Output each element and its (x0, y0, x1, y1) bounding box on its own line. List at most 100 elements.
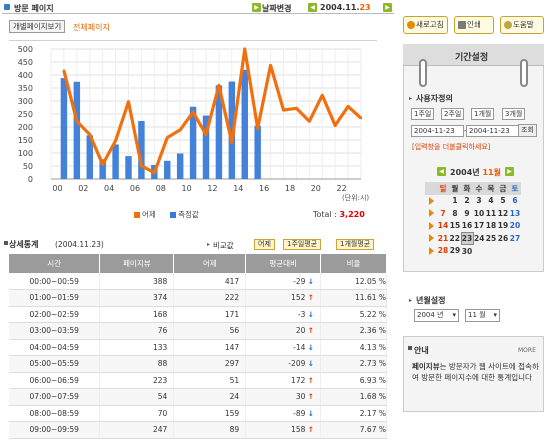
refresh-icon (407, 21, 415, 29)
calendar-day[interactable]: 15 (449, 221, 461, 231)
calendar-day[interactable]: 28 (437, 246, 449, 256)
calendar-day[interactable]: 2 (464, 196, 470, 206)
calendar-day[interactable]: 24 (474, 233, 485, 243)
next-month-button[interactable]: ▶ (505, 167, 514, 176)
range-2week-button[interactable]: 2주일 (441, 108, 465, 120)
range-1week-button[interactable]: 1주일 (411, 108, 435, 120)
arrow-down-icon: ↓ (307, 408, 315, 418)
chart-bar (138, 121, 145, 179)
chart-bar (60, 78, 68, 179)
week-select-icon[interactable] (428, 246, 434, 255)
calendar-day[interactable]: 17 (473, 221, 485, 231)
range-1month-button[interactable]: 1개월 (471, 108, 495, 120)
calendar-day[interactable]: 4 (488, 196, 494, 206)
chart-point (256, 127, 259, 130)
cell-ratio: 12.05 % (320, 273, 387, 290)
calendar-day[interactable]: 11 (485, 208, 497, 218)
range-3month-button[interactable]: 3개월 (502, 108, 526, 120)
calendar-day[interactable]: 26 (497, 233, 509, 243)
calendar-day[interactable]: 21 (437, 233, 449, 243)
calendar-day[interactable]: 1 (452, 196, 458, 206)
next-date-button[interactable]: ▶ (383, 3, 392, 12)
cell-yesterday: 222 (173, 289, 247, 307)
chart-bar (241, 69, 248, 179)
cell-yesterday: 147 (173, 339, 247, 356)
calendar-day[interactable]: 10 (473, 208, 485, 218)
chart-point (243, 47, 246, 51)
date-to-field[interactable]: 2004-11-23 (466, 125, 519, 137)
week-select-icon[interactable] (428, 196, 434, 205)
year-select[interactable]: 2004 년 ▾ (414, 309, 459, 322)
per-page-view-button[interactable]: 개별페이지보기 (9, 20, 66, 33)
col-ratio: 비율 (320, 254, 387, 273)
calendar-title: 2004년 11월 (450, 168, 501, 177)
guide-more-link[interactable]: MORE (518, 347, 536, 354)
calendar-day[interactable]: 23 (460, 231, 474, 245)
help-button[interactable]: 도움말 (500, 16, 544, 34)
calendar-day[interactable]: 25 (485, 233, 497, 243)
prev-date-button[interactable]: ◀ (308, 3, 317, 12)
all-pages-link[interactable]: 전체페이지 (73, 23, 110, 32)
compare-yesterday-button[interactable]: 어제 (254, 239, 275, 250)
guide-text: 페이지뷰는 방문자가 웹 사이트에 접속하여 방문한 페이지수에 대한 통계입니… (412, 362, 539, 382)
arrow-up-icon: ↑ (307, 425, 315, 435)
chart-bar (228, 81, 236, 179)
chart-point (295, 107, 298, 110)
week-select-icon[interactable] (428, 209, 434, 218)
chart-legend: 어제 측정값 (134, 209, 199, 220)
calendar-day[interactable]: 19 (497, 221, 509, 231)
arrow-up-icon: ↑ (307, 392, 315, 402)
y-tick-label: 100 (18, 149, 33, 158)
cell-yesterday: 159 (173, 405, 247, 422)
table-row: 01:00~01:59 374 222 152 ↑ 11.61 % (9, 289, 387, 307)
calendar-day[interactable]: 18 (485, 221, 497, 231)
chart-point (204, 133, 208, 136)
calendar-day[interactable]: 7 (440, 208, 446, 218)
arrow-down-icon: ↓ (307, 359, 315, 369)
cell-pageview: 168 (99, 306, 175, 323)
table-row: 03:00~03:59 76 56 20 ↑ 2.36 % (9, 322, 387, 340)
date-change-icon[interactable]: ▶ (252, 3, 261, 12)
weekday-label: 일 (437, 182, 449, 195)
calendar-day (473, 245, 485, 258)
refresh-button[interactable]: 새로고침 (403, 16, 448, 34)
calendar-day[interactable]: 6 (512, 196, 518, 206)
cell-ratio: 7.67 % (320, 421, 387, 439)
calendar-day[interactable]: 29 (449, 246, 461, 256)
chart-point (321, 94, 324, 97)
calendar-day[interactable]: 16 (461, 221, 473, 230)
calendar-day[interactable]: 14 (437, 221, 449, 231)
calendar-day[interactable]: 5 (500, 196, 506, 206)
stats-table: 시간 페이지뷰 어제 평균대비 비율 00:00~00:59 388 417 -29 … (9, 254, 387, 439)
date-from-field[interactable]: 2004-11-23 (411, 125, 464, 137)
y-tick-label: 300 (18, 97, 33, 106)
calendar-day[interactable]: 22 (449, 233, 460, 243)
chart-point (346, 105, 350, 108)
calendar-day[interactable]: 3 (476, 196, 482, 206)
prev-month-button[interactable]: ◀ (437, 167, 446, 176)
chart-point (62, 69, 66, 72)
title-bullet-icon (4, 4, 10, 10)
compare-week-button[interactable]: 1주일평균 (283, 239, 322, 250)
calendar-day[interactable]: 13 (509, 208, 521, 218)
chart-point (191, 110, 195, 114)
lookup-button[interactable]: 조회 (518, 124, 537, 137)
compare-month-button[interactable]: 1개월평균 (336, 239, 375, 250)
calendar-day[interactable]: 30 (461, 246, 473, 256)
x-tick-label: 16 (259, 184, 269, 193)
calendar-day[interactable]: 9 (464, 208, 470, 218)
month-select[interactable]: 11 월 ▾ (465, 309, 500, 322)
chart-bar (86, 135, 93, 179)
calendar-day[interactable]: 12 (497, 208, 509, 218)
week-select-icon[interactable] (428, 221, 434, 230)
cell-avg-diff: -89 ↓ (245, 405, 322, 422)
week-select-icon[interactable] (428, 234, 434, 243)
calendar-day[interactable]: 27 (509, 233, 521, 243)
cell-avg-diff: -29 ↓ (245, 273, 322, 290)
cell-time: 06:00~06:59 (9, 372, 101, 389)
calendar-day[interactable]: 20 (509, 221, 521, 231)
calendar-day[interactable]: 8 (452, 208, 458, 218)
calendar-day (509, 245, 521, 258)
chart-point (333, 124, 337, 127)
print-button[interactable]: 인쇄 (454, 16, 494, 34)
